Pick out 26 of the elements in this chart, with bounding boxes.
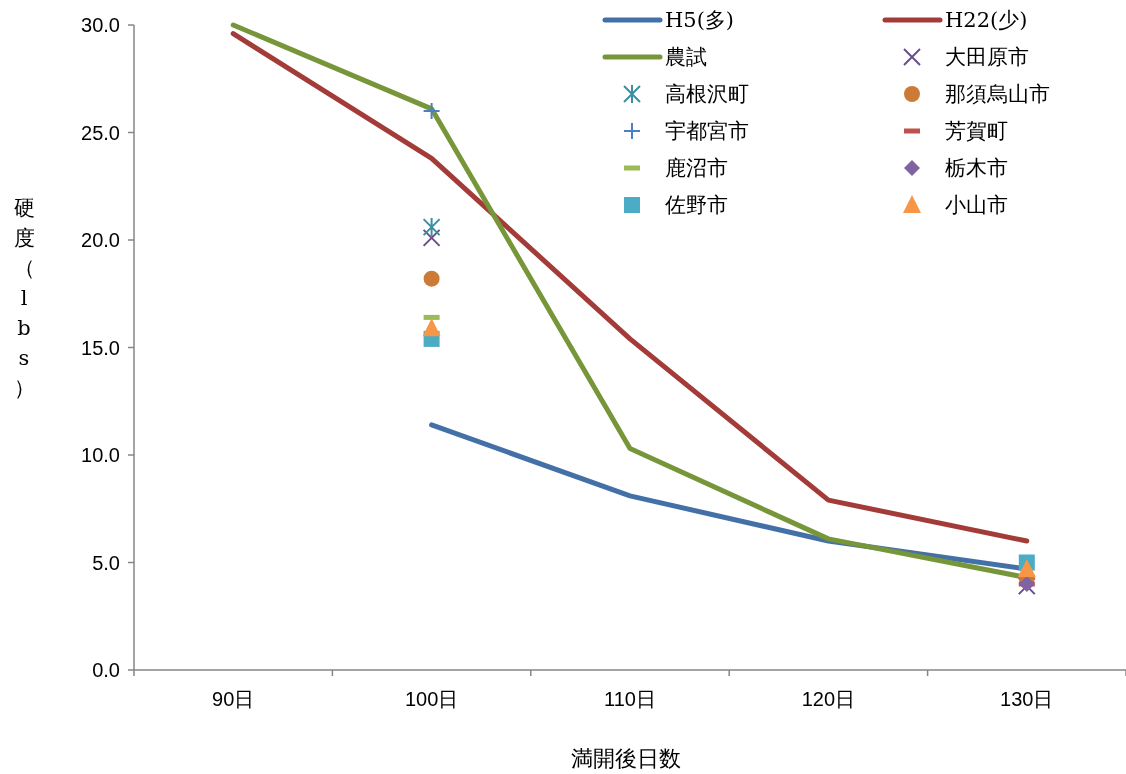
- y-tick-label: 20.0: [81, 229, 120, 251]
- legend-label: 宇都宮市: [665, 119, 749, 143]
- legend-label: 佐野市: [665, 193, 728, 217]
- legend-label: 小山市: [945, 193, 1008, 217]
- legend-label: 芳賀町: [945, 119, 1008, 143]
- y-tick-label: 30.0: [81, 14, 120, 36]
- legend-label: 栃木市: [945, 156, 1008, 180]
- y-axis-title: 硬度（lbs）: [13, 196, 35, 400]
- x-tick-label: 90日: [212, 688, 255, 710]
- x-tick-label: 130日: [1000, 688, 1054, 710]
- legend-label: 鹿沼市: [665, 156, 728, 180]
- x-tick-label: 100日: [404, 688, 459, 710]
- x-axis-title: 満開後日数: [571, 746, 681, 771]
- legend-label: 高根沢町: [665, 82, 749, 106]
- legend-label: 農試: [665, 45, 707, 69]
- y-tick-label: 15.0: [81, 336, 120, 359]
- y-tick-label: 0.0: [92, 659, 120, 681]
- y-tick-label: 25.0: [81, 121, 120, 144]
- legend-label: H22(少): [945, 8, 1028, 32]
- x-tick-label: 120日: [801, 688, 856, 710]
- y-tick-label: 5.0: [92, 551, 120, 574]
- y-tick-label: 10.0: [81, 444, 120, 466]
- legend-label: H5(多): [665, 8, 735, 32]
- legend-label: 那須烏山市: [945, 82, 1050, 106]
- x-tick-label: 110日: [604, 688, 656, 710]
- legend-label: 大田原市: [945, 45, 1029, 69]
